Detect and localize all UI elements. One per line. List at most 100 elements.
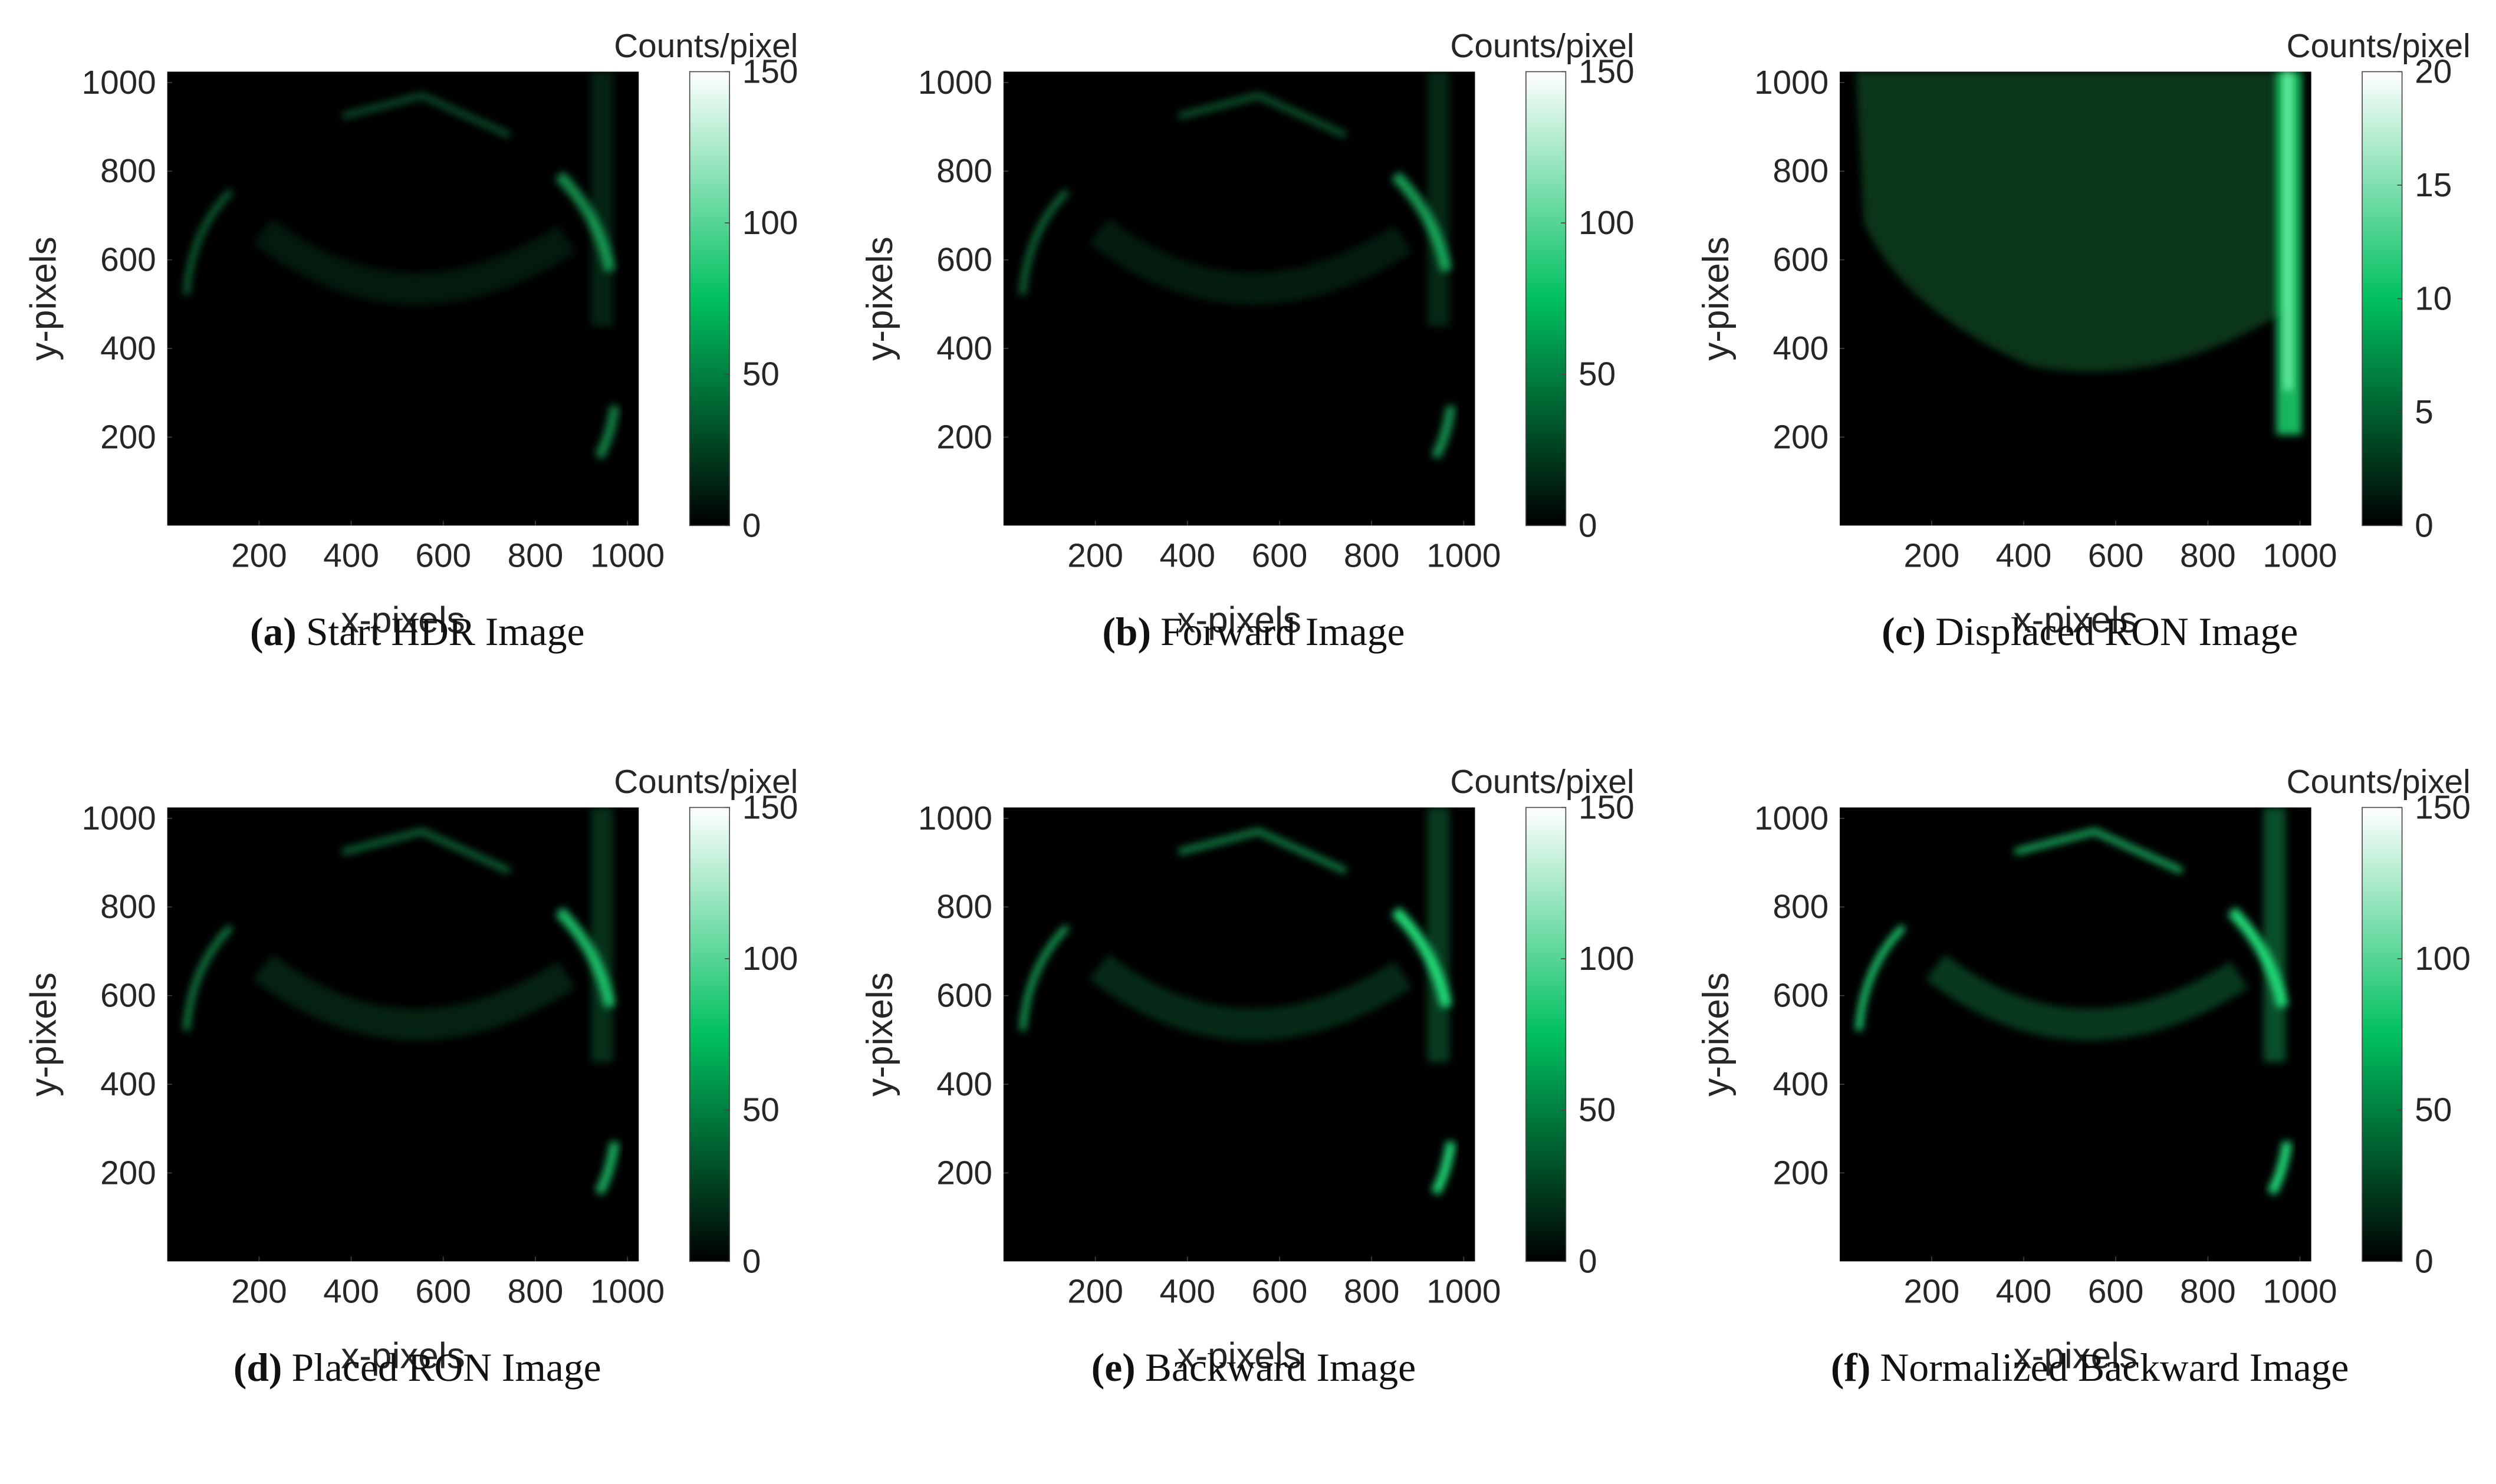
colorbar-tick-label: 0	[2415, 507, 2433, 544]
vertical-streak	[1427, 71, 1450, 327]
y-tick-label: 800	[1772, 889, 1829, 926]
ring-arc	[183, 189, 234, 295]
y-tick-label: 600	[1772, 978, 1829, 1015]
x-tick-label: 600	[1252, 1274, 1308, 1311]
x-tick-label: 200	[1067, 538, 1123, 575]
y-tick-label: 600	[100, 978, 156, 1015]
colorbar-label: Counts/pixel	[2287, 28, 2471, 65]
colorbar	[689, 807, 731, 1262]
y-tick-label: 400	[936, 330, 992, 367]
y-tick-label: 400	[1772, 1066, 1829, 1103]
colorbar-tick-label: 50	[1579, 356, 1616, 393]
colorbar-tick-label: 50	[742, 1092, 780, 1129]
top-spoke	[2014, 828, 2184, 874]
caption-text: Normalized Backward Image	[1880, 1345, 2349, 1390]
caption: (b) Forward Image	[1102, 610, 1405, 654]
cross-band	[253, 954, 576, 1041]
x-tick-label: 400	[1996, 538, 2052, 575]
panel: 200 400 600 800 10002004006008001000x-pixels…	[860, 764, 1635, 1390]
y-tick-label: 1000	[918, 800, 992, 837]
y-tick-label: 1000	[82, 800, 156, 837]
ring-arc	[2267, 1141, 2293, 1196]
colorbar-tick-label: 150	[742, 789, 798, 826]
y-tick-label: 800	[100, 889, 156, 926]
colorbar-tick-label: 10	[2415, 280, 2452, 317]
ring-arc	[1019, 924, 1070, 1031]
colorbar-tick-label: 15	[2415, 167, 2452, 204]
colorbar	[2362, 71, 2403, 527]
y-axis-label: y-pixels	[24, 972, 64, 1097]
y-tick-label: 800	[100, 153, 156, 190]
ring-arc	[594, 405, 620, 460]
y-tick-label: 400	[100, 1066, 156, 1103]
x-tick-label: 200	[1067, 1274, 1123, 1311]
x-axis-label: x-pixels	[341, 600, 465, 640]
ring-arc	[1430, 405, 1456, 460]
vertical-streak	[2263, 807, 2286, 1062]
heatmap-features	[1019, 71, 1456, 460]
caption: (c) Displaced RON Image	[1882, 610, 2298, 654]
x-tick-label: 800	[508, 1274, 564, 1311]
ring-arc	[183, 924, 234, 1031]
x-tick-label: 600	[1252, 538, 1308, 575]
x-axis-label: x-pixels	[2014, 600, 2138, 640]
vertical-streak	[591, 807, 614, 1062]
x-tick-label: 800	[1344, 538, 1400, 575]
ring-arc	[1019, 189, 1070, 295]
y-tick-label: 200	[1772, 1154, 1829, 1192]
x-tick-label: 400	[323, 1274, 379, 1311]
x-tick-label: 600	[2088, 538, 2144, 575]
top-spoke	[341, 828, 511, 874]
x-tick-label: 600	[415, 538, 471, 575]
y-tick-label: 200	[100, 1154, 156, 1192]
colorbar-tick-label: 50	[1579, 1092, 1616, 1129]
x-tick-label: 800	[1344, 1274, 1400, 1311]
x-tick-label: 800	[508, 538, 564, 575]
x-tick-label: 600	[415, 1274, 471, 1311]
x-tick-label: 800	[2180, 538, 2236, 575]
ring-arc	[594, 1141, 620, 1196]
caption-text: Backward Image	[1145, 1345, 1416, 1390]
y-tick-label: 200	[936, 419, 992, 456]
caption: (a) Start HDR Image	[250, 610, 584, 654]
ron-haze	[1856, 71, 2288, 372]
colorbar-tick-label: 20	[2415, 53, 2452, 90]
caption: (d) Placed RON Image	[234, 1345, 601, 1390]
x-tick-label: 600	[2088, 1274, 2144, 1311]
caption-text: Forward Image	[1160, 610, 1405, 654]
colorbar-tick-label: 100	[1579, 940, 1635, 978]
colorbar-tick-label: 150	[1579, 789, 1635, 826]
x-tick-label: 200	[1904, 538, 1960, 575]
cross-band	[1089, 954, 1412, 1041]
top-spoke	[341, 92, 511, 139]
colorbar-tick-label: 100	[742, 205, 798, 242]
heatmap-features	[1856, 807, 2293, 1196]
ring-arc	[1856, 924, 1906, 1031]
y-tick-label: 600	[100, 242, 156, 279]
y-tick-label: 200	[936, 1154, 992, 1192]
colorbar-tick-label: 0	[742, 507, 761, 544]
x-tick-label: 400	[1159, 1274, 1215, 1311]
heatmap-features	[183, 71, 620, 460]
colorbar-tick-label: 150	[2415, 789, 2471, 826]
vertical-streak	[591, 71, 614, 327]
y-tick-label: 600	[936, 978, 992, 1015]
panel: 200 400 600 800 10002004006008001000x-pixels…	[1696, 28, 2471, 654]
colorbar-tick-label: 150	[1579, 53, 1635, 90]
y-tick-label: 400	[1772, 330, 1829, 367]
cross-band	[1089, 218, 1412, 305]
x-tick-label: 1000	[2262, 1274, 2337, 1311]
ron-band-core	[2284, 71, 2293, 390]
caption-tag: (c)	[1882, 610, 1926, 654]
colorbar-tick-label: 100	[1579, 205, 1635, 242]
y-tick-label: 1000	[1754, 800, 1829, 837]
y-tick-label: 800	[1772, 153, 1829, 190]
x-tick-label: 200	[1904, 1274, 1960, 1311]
y-tick-label: 400	[100, 330, 156, 367]
cross-band	[253, 218, 576, 305]
y-tick-label: 200	[100, 419, 156, 456]
colorbar	[1525, 807, 1567, 1262]
y-axis-label: y-pixels	[1696, 972, 1737, 1097]
y-tick-label: 400	[936, 1066, 992, 1103]
